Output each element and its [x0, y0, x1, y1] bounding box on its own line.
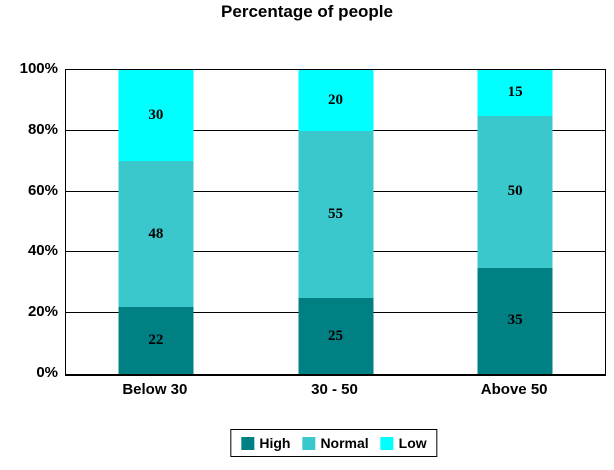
bar-segment-low: 20	[298, 70, 373, 131]
segment-value-label: 15	[507, 84, 523, 101]
y-tick-label: 0%	[36, 364, 58, 381]
bar-above-50: 35 50 15	[477, 70, 553, 374]
x-tick-label: Above 50	[480, 381, 548, 398]
y-tick-label: 80%	[27, 120, 58, 138]
bar-segment-normal: 48	[118, 161, 194, 308]
segment-value-label: 30	[148, 107, 164, 124]
legend-label: High	[259, 435, 291, 451]
bar-segment-low: 15	[477, 70, 553, 116]
legend-item-normal: Normal	[302, 435, 369, 451]
y-axis: 0% 20% 40% 60% 80% 100%	[0, 60, 58, 381]
legend-swatch-icon	[241, 436, 255, 450]
legend: High Normal Low	[230, 429, 438, 457]
legend-item-high: High	[241, 435, 290, 451]
segment-value-label: 55	[328, 205, 343, 222]
segment-value-label: 35	[507, 312, 523, 329]
bar-below-30: 22 48 30	[118, 70, 194, 374]
legend-label: Normal	[320, 435, 369, 451]
legend-label: Low	[398, 435, 427, 451]
y-tick-label: 40%	[27, 242, 58, 260]
segment-value-label: 25	[328, 327, 343, 344]
bar-segment-normal: 55	[298, 130, 373, 298]
bar-segment-high: 25	[298, 298, 373, 374]
segment-value-label: 22	[148, 332, 164, 349]
x-tick-label: Below 30	[122, 381, 188, 398]
y-tick-label: 60%	[27, 181, 58, 199]
legend-swatch-icon	[380, 436, 394, 450]
chart-title: Percentage of people	[221, 2, 393, 21]
plot-area: 22 48 30 25 55 20 35 50 15	[65, 69, 606, 376]
bar-30---50: 25 55 20	[298, 70, 373, 374]
y-tick-label: 100%	[19, 60, 58, 77]
segment-value-label: 48	[148, 225, 164, 242]
bar-segment-normal: 50	[477, 115, 553, 268]
bar-segment-low: 30	[118, 70, 194, 162]
segment-value-label: 20	[328, 91, 343, 108]
segment-value-label: 50	[507, 183, 523, 200]
bar-segment-high: 22	[118, 307, 194, 374]
x-axis: Below 30 30 - 50 Above 50	[65, 381, 604, 403]
y-tick-label: 20%	[27, 303, 58, 321]
bar-segment-high: 35	[477, 267, 553, 374]
legend-item-low: Low	[380, 435, 427, 451]
legend-swatch-icon	[302, 436, 316, 450]
x-tick-label: 30 - 50	[311, 381, 358, 398]
